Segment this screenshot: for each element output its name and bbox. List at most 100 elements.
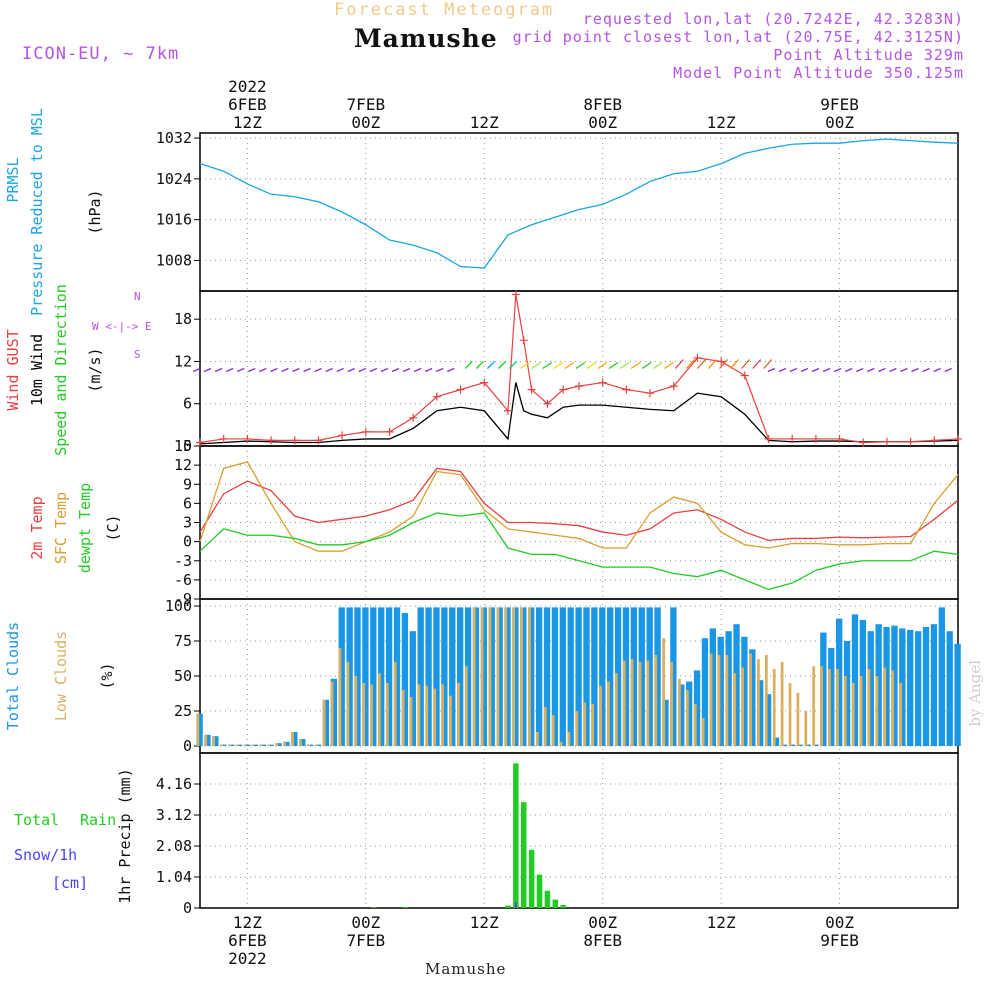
- precip-ylabel: 1hr Precip (mm): [116, 768, 134, 903]
- y-tick-label: 0: [183, 899, 192, 917]
- total-cloud-bar: [812, 744, 819, 746]
- top-time-label: 12Z: [233, 113, 262, 132]
- wind-direction-arrow: [900, 367, 908, 373]
- wind-direction-arrow: [944, 367, 952, 373]
- low-cloud-bar: [409, 697, 413, 746]
- total-cloud-bar: [251, 744, 259, 746]
- gust-point: [906, 437, 915, 446]
- total-cloud-bar: [946, 631, 953, 746]
- wind-direction-arrow: [347, 367, 356, 373]
- wind-direction-arrow: [586, 361, 597, 370]
- top-time-label: 12Z: [707, 113, 736, 132]
- low-cloud-bar: [441, 684, 444, 746]
- total-cloud-bar: [212, 736, 219, 746]
- y-tick-label: 1.04: [156, 868, 192, 886]
- low-cloud-bar: [488, 607, 492, 746]
- wind-direction-arrow: [575, 361, 586, 370]
- low-cloud-bar: [820, 666, 823, 746]
- wind-direction-arrow: [435, 367, 444, 373]
- total-cloud-bar: [543, 607, 551, 746]
- total-clouds-label: Total Clouds: [4, 622, 22, 730]
- low-cloud-bar: [638, 662, 642, 746]
- low-cloud-bar: [457, 683, 460, 746]
- total-cloud-bar: [922, 627, 930, 746]
- total-cloud-bar: [717, 636, 724, 746]
- gust-point: [930, 436, 939, 445]
- model-label: ICON-EU, ~ 7km: [22, 44, 180, 64]
- total-cloud-bar: [630, 607, 638, 746]
- wind-direction-arrow: [236, 367, 245, 373]
- total-cloud-bar: [828, 648, 835, 746]
- wind-direction-arrow: [509, 361, 517, 369]
- y-tick-label: 12: [174, 352, 192, 370]
- pressure-label-msl: Pressure Reduced to MSL: [28, 108, 46, 316]
- wind-direction-arrow: [752, 359, 762, 369]
- total-cloud-bar: [796, 744, 803, 746]
- total-cloud-bar: [457, 607, 464, 746]
- wind-direction-arrow: [730, 359, 740, 369]
- precip-legend-snow: Snow/1h: [14, 846, 77, 864]
- sfc-temp-line: [199, 461, 959, 552]
- wind-direction-arrow: [789, 367, 798, 373]
- wind-direction-arrow: [652, 361, 663, 370]
- low-cloud-bar: [654, 655, 658, 746]
- gust-point: [740, 371, 749, 380]
- top-day-label: 6FEB: [228, 95, 267, 114]
- top-day-label: 7FEB: [347, 95, 386, 114]
- low-cloud-bar: [259, 744, 263, 746]
- top-day-label: 9FEB: [820, 95, 859, 114]
- gust-point: [456, 385, 465, 394]
- wind-direction-arrow: [520, 361, 530, 370]
- low-cloud-bar: [883, 667, 887, 746]
- gust-point: [559, 385, 568, 394]
- wind-gust-label: Wind GUST: [4, 329, 22, 410]
- y-tick-label: 75: [174, 632, 192, 650]
- total-cloud-bar: [567, 607, 574, 746]
- wind-direction-arrow: [225, 367, 234, 373]
- requested-location: requested lon,lat (20.7242E, 42.3283N): [582, 10, 964, 28]
- wind-direction-arrow: [663, 361, 674, 370]
- gust-point: [527, 385, 536, 394]
- total-cloud-bar: [899, 628, 906, 746]
- total-cloud-bar: [772, 737, 780, 746]
- dewpt-temp-label: dewpt Temp: [76, 483, 94, 573]
- total-cloud-bar: [701, 638, 709, 746]
- y-tick-label: 0: [183, 533, 192, 551]
- total-cloud-bar: [235, 744, 243, 746]
- y-tick-label: 0: [183, 437, 192, 455]
- low-cloud-bar: [322, 699, 326, 746]
- wind-direction-arrow: [696, 359, 706, 369]
- bottom-time-label: 00Z: [351, 913, 380, 932]
- panel-frame: [199, 752, 959, 909]
- low-cloud-bar: [741, 667, 745, 746]
- rain-bar: [505, 905, 511, 908]
- y-tick-label: 2.08: [156, 837, 192, 855]
- total-cloud-bar: [441, 607, 448, 746]
- rain-bar: [402, 907, 409, 908]
- total-cloud-bar: [314, 744, 322, 746]
- low-cloud-bar: [512, 607, 516, 746]
- grid-point-location: grid point closest lon,lat (20.75E, 42.3…: [512, 28, 964, 46]
- low-cloud-bar: [836, 669, 839, 746]
- precip-legend-cm: [cm]: [52, 874, 88, 892]
- gust-point: [764, 434, 773, 443]
- low-cloud-bar: [899, 683, 902, 746]
- wind-direction-arrow: [391, 367, 400, 373]
- wind-direction-arrow: [531, 361, 541, 370]
- wind-direction-arrow: [270, 367, 278, 373]
- total-cloud-bar: [243, 744, 251, 746]
- wind-direction-arrow: [564, 361, 575, 370]
- y-tick-label: 6: [183, 395, 192, 413]
- total-cloud-bar: [914, 631, 922, 746]
- bottom-time-label: 12Z: [707, 913, 736, 932]
- product-title: Forecast Meteogram: [334, 0, 555, 20]
- total-cloud-bar: [512, 607, 519, 746]
- gust-point: [788, 434, 797, 443]
- compass-east-west: W <-|-> E: [92, 320, 152, 333]
- gust-point: [511, 290, 520, 299]
- wind-direction-label: Speed and Direction: [52, 284, 70, 456]
- total-cloud-bar: [204, 734, 211, 746]
- rain-bar: [544, 890, 551, 908]
- total-cloud-bar: [749, 649, 756, 746]
